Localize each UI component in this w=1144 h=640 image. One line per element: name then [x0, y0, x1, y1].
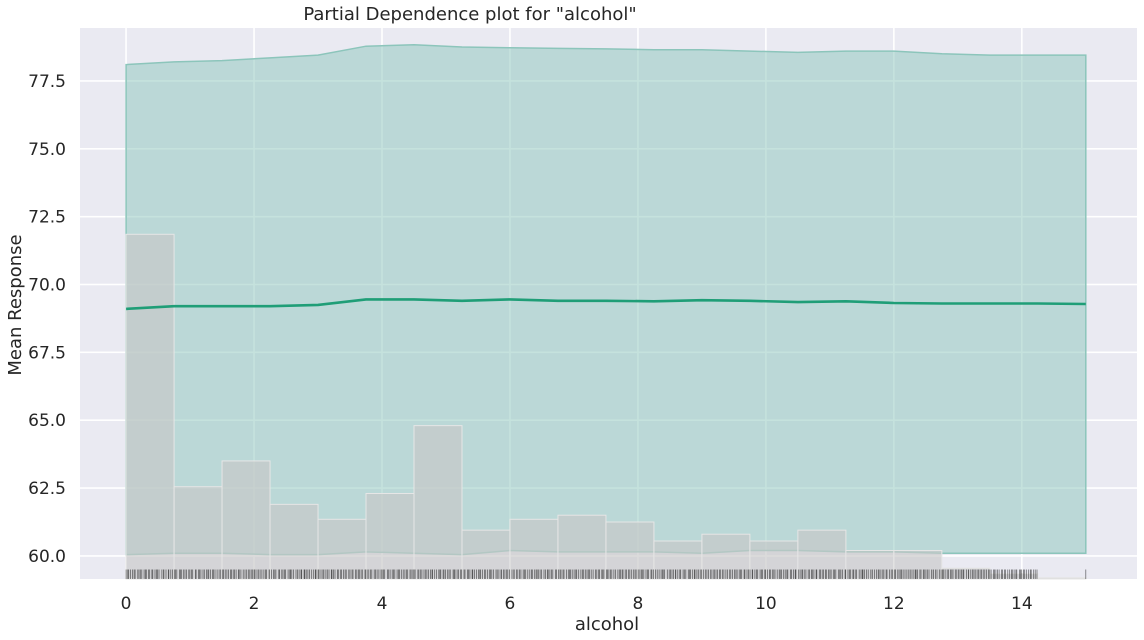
- y-tick-label-7: 77.5: [28, 72, 66, 92]
- y-tick-label-2: 65.0: [28, 411, 66, 431]
- rug-plot: [125, 569, 1087, 579]
- histogram-bar-19: [1037, 577, 1087, 580]
- x-tick-label-4: 8: [633, 594, 644, 614]
- x-axis-label: alcohol: [575, 614, 639, 635]
- x-tick-label-6: 12: [883, 594, 905, 614]
- histogram-bar-3: [269, 503, 319, 580]
- x-tick-label-1: 2: [249, 594, 260, 614]
- histogram-bar-5: [365, 493, 415, 580]
- rug-ticks: [125, 569, 1087, 579]
- y-tick-labels: 60.0 62.5 65.0 67.5 70.0 72.5 75.0 77.5: [28, 72, 66, 567]
- mean-response-line: [126, 298, 1086, 311]
- histogram-bar-9: [557, 514, 607, 580]
- x-tick-label-5: 10: [755, 594, 777, 614]
- x-tick-label-2: 4: [377, 594, 388, 614]
- x-tick-label-7: 14: [1011, 594, 1033, 614]
- y-tick-label-4: 70.0: [28, 276, 66, 296]
- histogram-bar-0: [125, 233, 175, 580]
- x-tick-label-3: 6: [505, 594, 516, 614]
- histogram-bar-4: [317, 518, 367, 580]
- y-tick-label-3: 67.5: [28, 343, 66, 363]
- x-tick-label-0: 0: [121, 594, 132, 614]
- histogram-bar-8: [509, 518, 559, 580]
- series-lines: [126, 298, 1086, 311]
- y-tick-label-0: 60.0: [28, 547, 66, 567]
- x-tick-labels: 0 2 4 6 8 10 12 14: [121, 594, 1033, 614]
- y-tick-label-1: 62.5: [28, 479, 66, 499]
- histogram-bar-1: [173, 486, 223, 580]
- y-tick-label-6: 75.0: [28, 140, 66, 160]
- y-axis-label: Mean Response: [5, 234, 26, 375]
- chart-title: Partial Dependence plot for "alcohol": [303, 4, 636, 25]
- histogram: [125, 233, 1087, 580]
- histogram-bar-17: [941, 567, 991, 580]
- y-tick-label-5: 72.5: [28, 208, 66, 228]
- histogram-bar-6: [413, 425, 463, 580]
- histogram-bar-2: [221, 460, 271, 580]
